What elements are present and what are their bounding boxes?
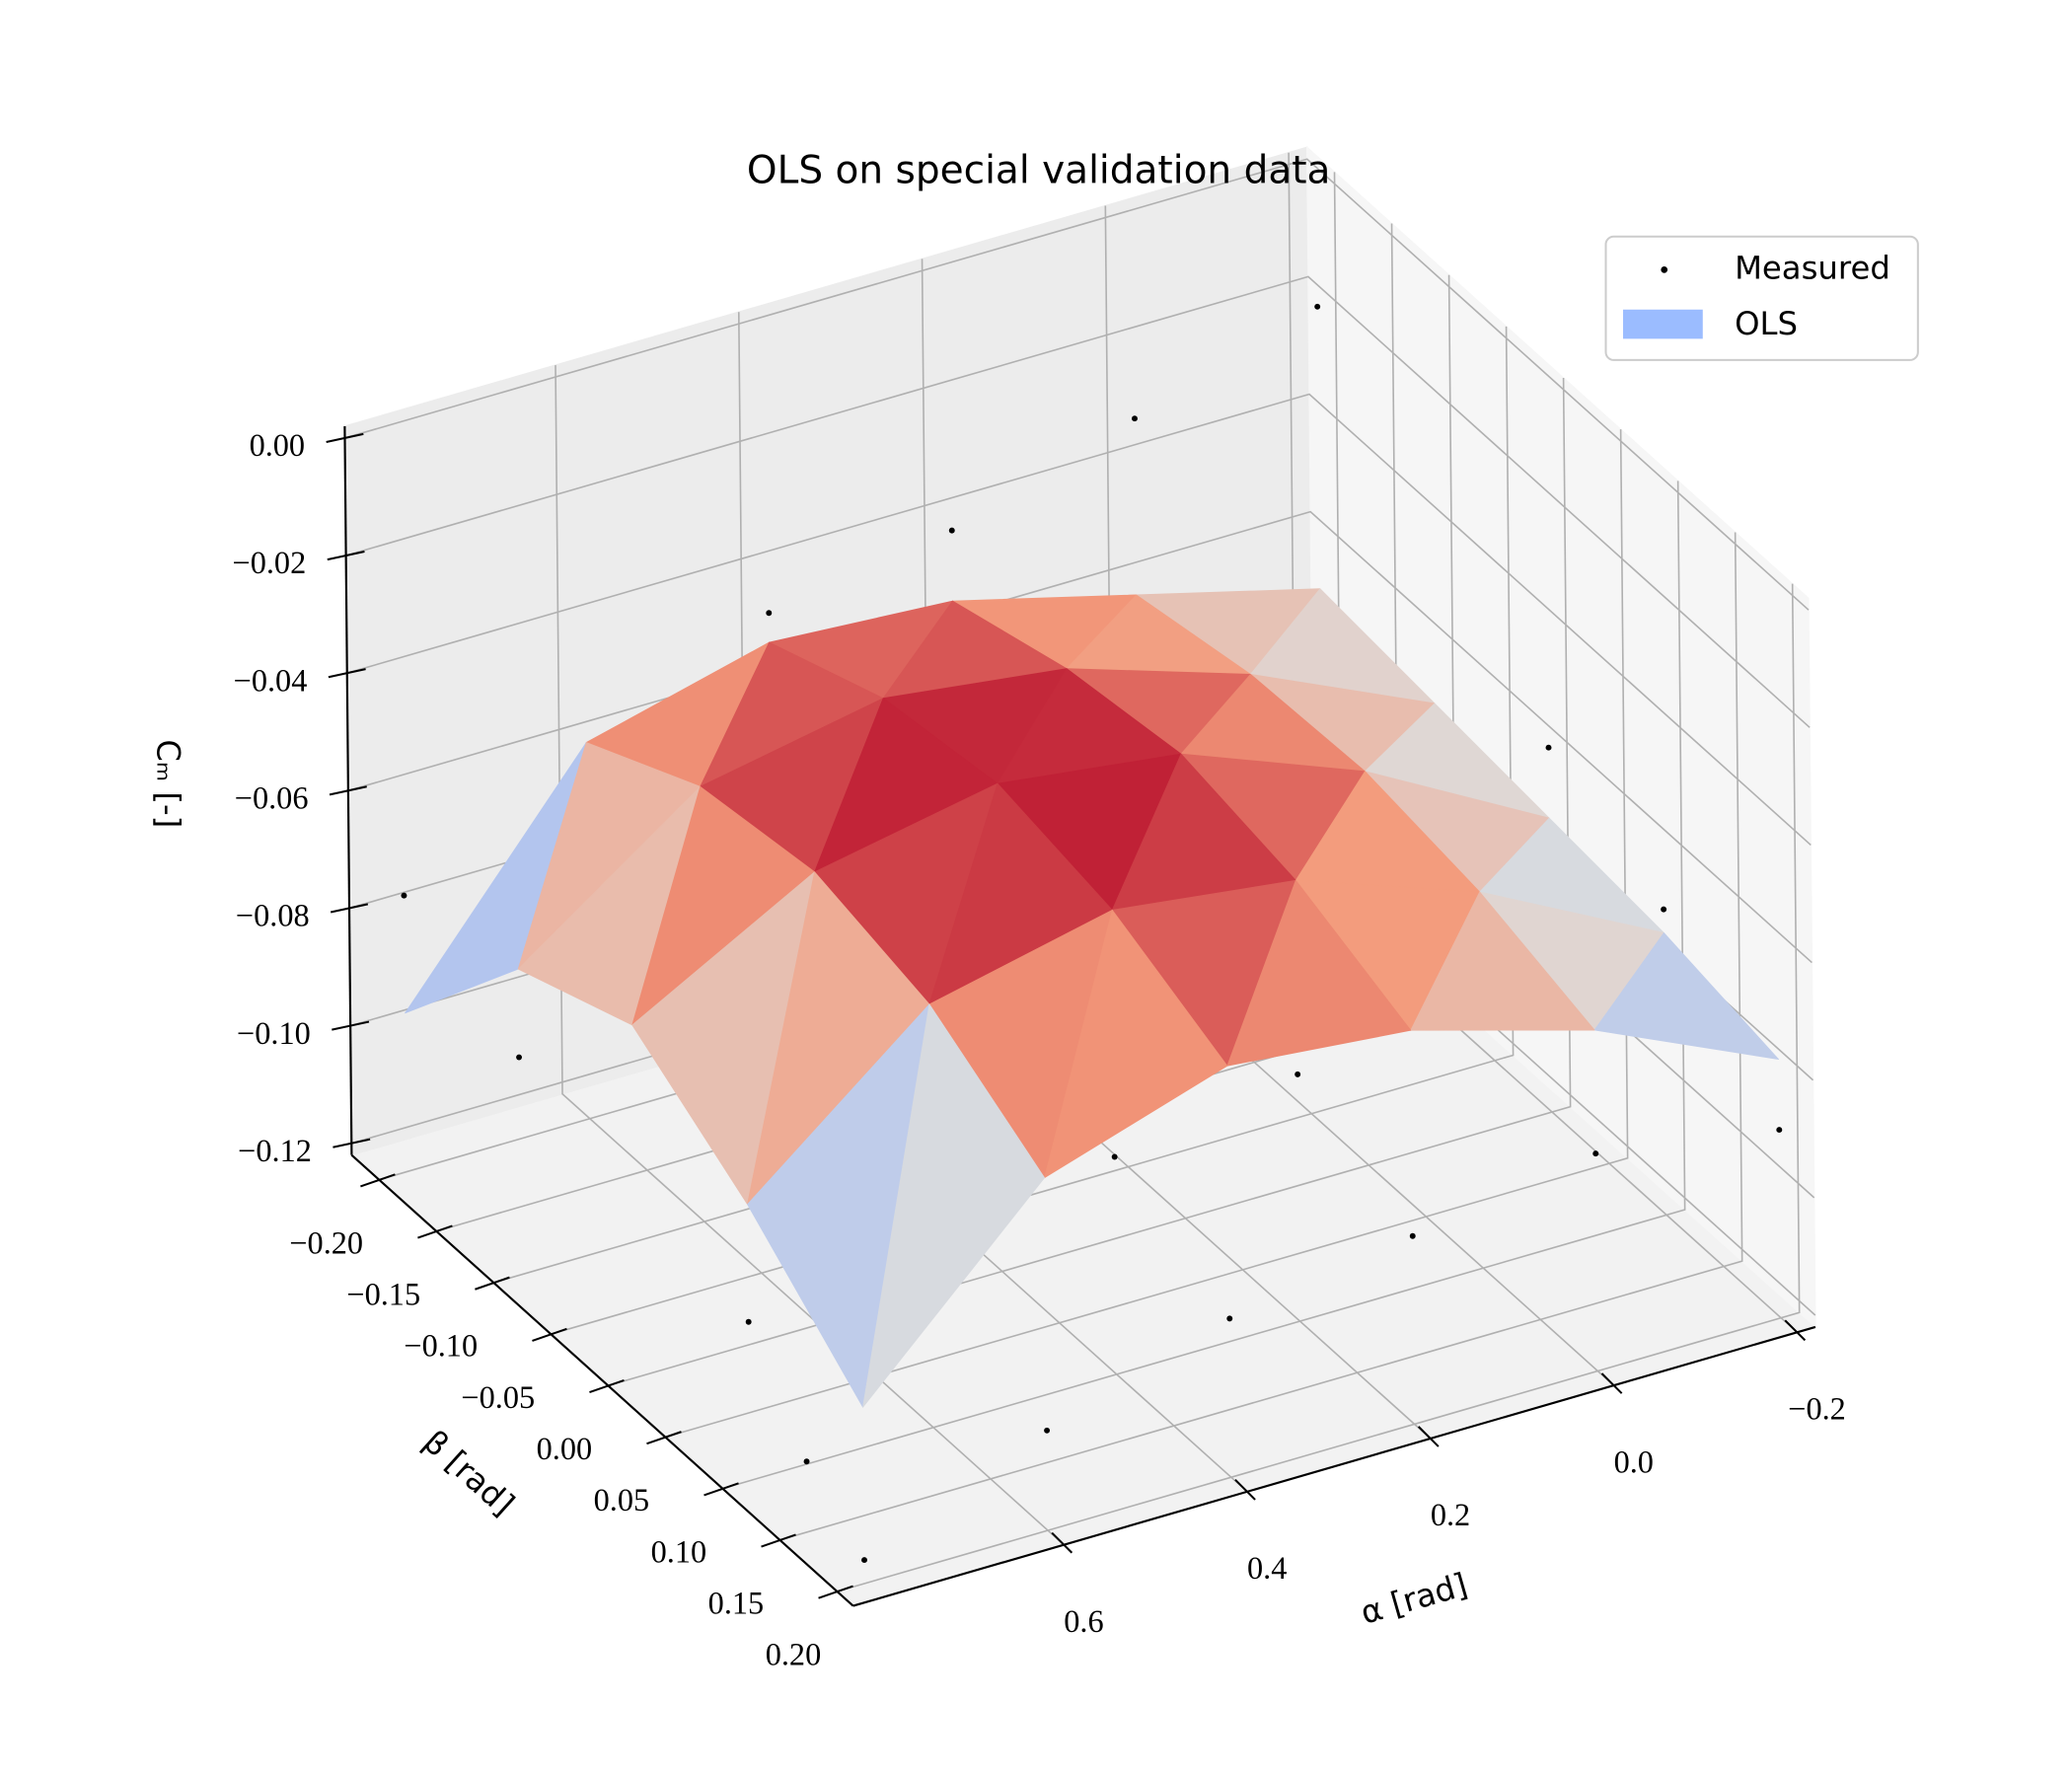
y-tick-label: −0.10 [404,1328,478,1364]
y-tick [475,1276,510,1291]
z-tick-label: −0.02 [233,545,307,580]
y-tick [703,1482,739,1497]
grid-line [779,532,1743,1541]
z-tick-label: −0.10 [237,1015,311,1051]
surface-facet [862,1003,1046,1408]
measured-point [948,527,955,534]
y-tick-label: 0.20 [766,1637,822,1672]
marks [401,303,1783,1564]
surface-facet [1044,909,1228,1179]
z-axis [343,425,353,1155]
measured-point [401,892,407,899]
grid-line [345,275,1811,728]
measured-point [766,610,773,617]
surface-facet [1593,932,1780,1060]
y-tick [646,1431,682,1445]
x-tick [1051,1531,1073,1554]
x-tick [1600,1372,1623,1394]
axes: −0.20.00.20.40.6−0.20−0.15−0.10−0.050.00… [233,425,1846,1672]
y-tick-label: −0.20 [289,1224,363,1260]
y-tick [818,1585,853,1599]
y-tick [761,1533,796,1548]
measured-point [1776,1127,1783,1134]
measured-point [1314,303,1321,310]
y-tick-label: 0.00 [537,1431,593,1466]
y-tick-label: 0.15 [708,1586,765,1621]
x-tick-label: 0.0 [1614,1443,1654,1479]
z-axis-label: Cₘ [-] [149,739,186,828]
y-axis [350,1153,854,1607]
measured-point [1044,1427,1051,1434]
measured-point [516,1054,523,1061]
grid-line [344,158,1810,611]
measured-point [1661,906,1667,913]
z-tick-label: −0.04 [234,662,308,698]
z-tick-label: 0.00 [250,427,306,463]
x-axis [852,1325,1816,1607]
y-tick [589,1378,625,1394]
y-tick-label: 0.05 [594,1482,650,1517]
measured-point [1111,1153,1118,1160]
legend-marker [1661,266,1668,273]
surface-facet [1410,891,1595,1031]
legend-label: OLS [1735,305,1798,342]
y-tick-label: −0.05 [461,1379,535,1415]
x-tick-label: 0.2 [1431,1497,1470,1532]
y-tick [360,1173,396,1188]
y-tick-label: 0.10 [651,1533,707,1569]
x-tick [1417,1426,1440,1447]
x-tick [1784,1319,1807,1342]
y-tick [417,1224,453,1239]
measured-point [803,1458,810,1465]
measured-point [861,1557,867,1564]
measured-point [745,1318,752,1325]
x-tick-label: −0.2 [1788,1390,1846,1426]
y-tick [532,1327,567,1342]
legend: Measured OLS [1604,235,1919,361]
surface-facet [1226,879,1412,1067]
z-tick-label: −0.08 [236,898,310,933]
legend-label: Measured [1735,249,1890,286]
grid-line [837,583,1801,1592]
measured-point [1295,1071,1301,1077]
x-tick-label: 0.4 [1247,1550,1287,1586]
grid-line [665,429,1629,1439]
y-axis-label: β [rad] [416,1423,522,1523]
measured-point [1226,1315,1233,1322]
measured-point [1132,415,1138,422]
x-tick [1234,1478,1256,1501]
z-tick-label: −0.12 [238,1133,312,1168]
grid-line [346,393,1812,847]
z-tick-label: −0.06 [235,780,309,816]
grid-line [722,481,1686,1490]
measured-point [1545,744,1552,751]
measured-point [1592,1150,1599,1157]
x-tick-label: 0.6 [1064,1603,1103,1639]
grid-line [555,365,1065,1546]
legend-patch [1623,309,1703,339]
x-axis-label: α [rad] [1357,1566,1472,1632]
measured-point [1409,1232,1416,1239]
y-tick-label: −0.15 [346,1277,420,1312]
chart-title: OLS on special validation data [747,149,1331,193]
